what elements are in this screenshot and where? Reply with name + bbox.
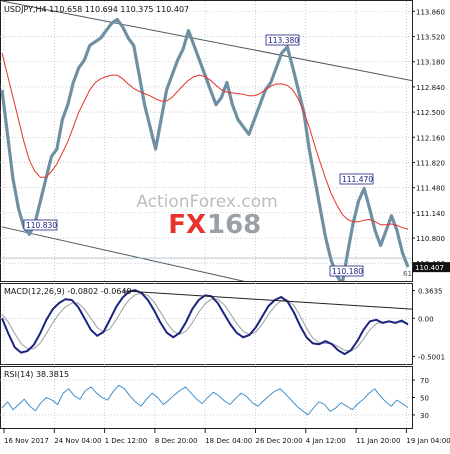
x-tick-label: 19 Jan 04:00	[406, 437, 450, 445]
price-tick-label: 113.180	[416, 59, 445, 67]
rsi-tick-label: 30	[420, 412, 429, 420]
price-tick-label: 112.160	[416, 134, 445, 142]
macd-tick-label: 0.3635	[418, 288, 443, 296]
fib-level-label: 61.8	[403, 270, 419, 278]
price-tick-label: 110.800	[416, 235, 445, 243]
last-price-box	[413, 262, 450, 273]
x-tick-label: 24 Nov 04:00	[54, 437, 101, 445]
price-annotation-label: 113.380	[268, 36, 299, 45]
price-close-series	[0, 17, 410, 281]
price-annotation-label: 111.470	[342, 175, 373, 184]
lower-channel-line	[1, 226, 245, 281]
price-tick-label: 112.500	[416, 109, 445, 117]
x-tick-label: 8 Dec 20:00	[155, 437, 198, 445]
macd-tick-label: 0.00	[418, 315, 434, 323]
axes: 113.860 113.520 113.180 112.840 112.500 112.1…	[3, 8, 450, 445]
rsi-tick-label: 70	[420, 377, 429, 385]
price-tick-label: 111.140	[416, 210, 445, 218]
grid	[0, 1, 412, 428]
price-annotation-box	[339, 173, 374, 185]
watermark-logo-right: 168	[207, 210, 261, 240]
price-annotation-box	[329, 265, 364, 277]
price-tick-label: 112.840	[416, 84, 445, 92]
price-tick-label: 111.820	[416, 159, 445, 167]
x-tick-label: 18 Dec 04:00	[205, 437, 252, 445]
last-price-label: 110.407	[415, 264, 444, 272]
price-tick-label: 111.480	[416, 185, 445, 193]
rsi-plot	[1, 384, 409, 416]
price-tick-label: 113.520	[416, 34, 445, 42]
x-tick-label: 11 Jan 20:00	[356, 437, 400, 445]
rsi-panel-title: RSI(14) 38.3815	[4, 370, 69, 379]
price-tick-label: 113.860	[416, 8, 445, 16]
x-tick-label: 1 Dec 12:00	[105, 437, 148, 445]
price-annotation-box	[23, 219, 58, 231]
rsi-tick-label: 50	[420, 395, 429, 403]
upper-channel-line	[1, 0, 412, 82]
price-annotation-label: 110.830	[26, 221, 57, 230]
price-panel-title: USDJPY,H4 110.658 110.694 110.375 110.40…	[4, 5, 189, 14]
x-tick-label: 4 Jan 12:00	[306, 437, 346, 445]
x-tick-label: 26 Dec 20:00	[256, 437, 303, 445]
macd-panel-title: MACD(12,26,9) -0.0802 -0.0649	[4, 287, 132, 296]
watermark: ActionForex.com FX 168	[136, 192, 277, 240]
macd-tick-label: -0.5001	[418, 353, 445, 361]
macd-line-series	[1, 289, 409, 356]
rsi-series	[1, 384, 409, 416]
watermark-text: ActionForex.com	[136, 192, 277, 212]
price-annotation-box	[265, 34, 300, 46]
macd-signal-series	[1, 292, 409, 352]
moving-average-series	[1, 52, 409, 230]
macd-panel-frame	[0, 283, 413, 365]
macd-resistance-line	[122, 290, 412, 310]
watermark-logo-left: FX	[168, 210, 206, 240]
price-plot: 110.830 113.380 111.470 110.180 61.8	[0, 0, 419, 281]
price-annotation-label: 110.180	[332, 267, 363, 276]
macd-plot	[1, 289, 412, 356]
price-panel-frame	[0, 0, 413, 282]
x-tick-label: 16 Nov 2017	[4, 437, 49, 445]
